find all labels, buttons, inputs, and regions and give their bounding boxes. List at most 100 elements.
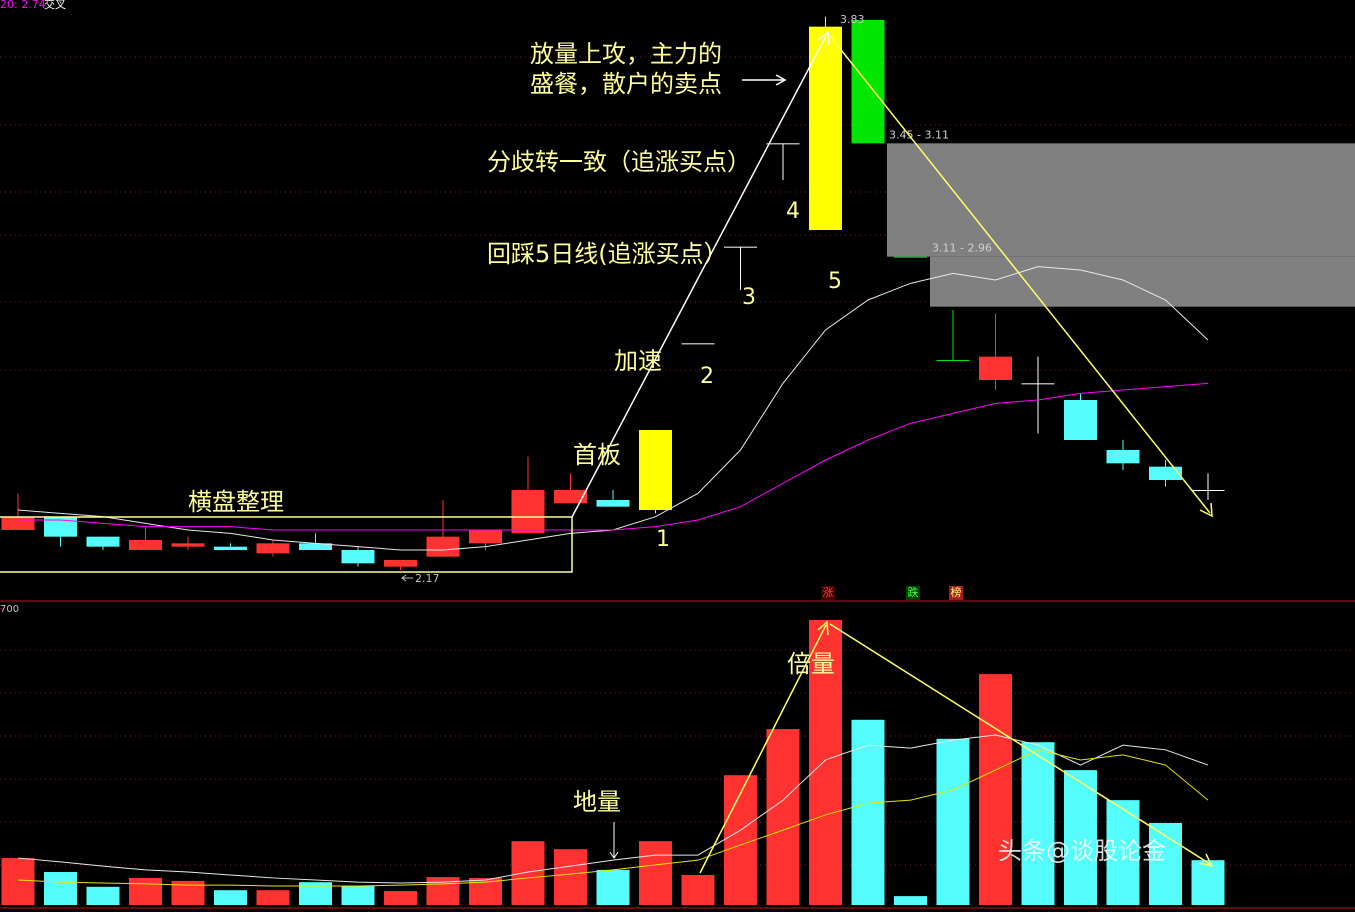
moving-average [17, 749, 1209, 887]
annotation: 盛餐，散户的卖点 [530, 70, 722, 98]
volume-bar [256, 890, 290, 905]
candle-body [129, 540, 162, 550]
arrow-head [1199, 502, 1213, 518]
zone-label: 3.45 - 3.11 [889, 128, 949, 141]
volume-bar [1, 858, 35, 905]
wave-label: 4 [786, 199, 800, 224]
trend-arrow [829, 35, 1211, 514]
candle-body [171, 543, 205, 547]
volume-arrow [829, 623, 1211, 865]
volume-bar [44, 872, 77, 905]
candle-body [979, 356, 1012, 380]
marker-bg [906, 586, 920, 600]
moving-average [17, 734, 1209, 884]
candle-body [851, 20, 885, 144]
grid-layer [0, 56, 1355, 909]
candle-body [554, 490, 587, 504]
volume-bar [511, 841, 545, 905]
volume-bar [129, 877, 162, 905]
candle-body [1106, 450, 1140, 464]
candle-body [724, 246, 757, 248]
watermark: 头条@谈股论金 [998, 837, 1166, 865]
candle-body [681, 343, 715, 345]
volume-bar [1021, 742, 1055, 905]
candle-body [1021, 383, 1055, 385]
annotation: 加速 [614, 347, 662, 375]
candle-body [639, 430, 672, 510]
candle-body [86, 536, 120, 547]
candle-body [936, 360, 970, 361]
range-box [0, 516, 573, 573]
min-label: 2.17 [415, 572, 440, 585]
candle-body [809, 26, 842, 230]
volume-arrow [699, 624, 827, 874]
candle-body [1064, 400, 1097, 440]
signal-label: 交叉 [44, 0, 66, 11]
marker-bg [821, 586, 835, 600]
volume-bar [596, 869, 630, 905]
volume-bar [894, 896, 927, 905]
candle-body [1191, 490, 1225, 491]
candle-body [766, 143, 800, 145]
volume-bar [384, 891, 417, 905]
zone-label: 3.11 - 2.96 [932, 242, 992, 255]
candle-body [214, 546, 247, 550]
volume-bar [979, 674, 1012, 905]
volume-bars: 700 [0, 604, 1225, 905]
wave-label: 3 [742, 285, 756, 310]
trend-arrow [571, 35, 827, 518]
candle-body [44, 516, 77, 537]
annotation: 放量上攻，主力的 [530, 40, 722, 68]
volume-bar [809, 619, 842, 905]
gap-zone [887, 143, 1355, 257]
candle-body [596, 500, 630, 507]
annotation: 地量 [573, 788, 621, 816]
candle-body [384, 560, 417, 567]
max-label: 3.83 [840, 13, 865, 26]
indicator-label: 20: 2.74 [0, 0, 46, 11]
annotation: 回踩5日线(追涨买点） [487, 240, 728, 268]
volume-bar [936, 738, 970, 905]
moving-average [18, 382, 1209, 531]
candle-body [256, 543, 290, 554]
volume-bar [341, 885, 375, 905]
volume-bar [681, 874, 715, 905]
wave-label: 1 [656, 527, 670, 552]
volume-bar [1106, 800, 1140, 905]
candle-body [341, 550, 375, 564]
candle-body [894, 256, 927, 258]
volume-bar [851, 719, 885, 905]
arrow-head [609, 851, 619, 859]
marker-bg [949, 586, 963, 600]
volume-bar [86, 886, 120, 905]
arrow-head [401, 574, 407, 582]
arrow-head [775, 74, 787, 86]
marker: 榜 [951, 585, 962, 599]
wave-label: 5 [828, 269, 842, 294]
annotation-texts: 20: 2.74 交叉 放量上攻，主力的 盛餐，散户的卖点 分歧转一致（追涨买点… [0, 0, 1166, 865]
y-tick-label: 700 [0, 604, 19, 615]
candle-body [426, 536, 460, 557]
wave-label: 2 [700, 364, 714, 389]
volume-bar [554, 849, 587, 905]
candle-body [511, 490, 545, 534]
arrow-head [817, 30, 830, 46]
candle-body [299, 543, 332, 550]
candle-body [1, 516, 35, 530]
volume-bar [639, 841, 672, 905]
candle-body [1149, 466, 1182, 480]
marker: 涨 [823, 586, 834, 599]
arrow-head [1198, 853, 1214, 868]
gap-zones: 3.45 - 3.11 3.11 - 2.96 [887, 128, 1355, 307]
volume-bar [1064, 770, 1097, 905]
annotation-shapes [0, 30, 1214, 874]
marker: 跌 [908, 585, 919, 599]
annotation: 横盘整理 [188, 488, 284, 516]
volume-bar [766, 729, 800, 905]
arrow-head [817, 620, 829, 636]
volume-bar [299, 882, 332, 905]
candle-body [469, 530, 502, 544]
volume-bar [724, 775, 757, 905]
annotation: 首板 [573, 441, 621, 469]
